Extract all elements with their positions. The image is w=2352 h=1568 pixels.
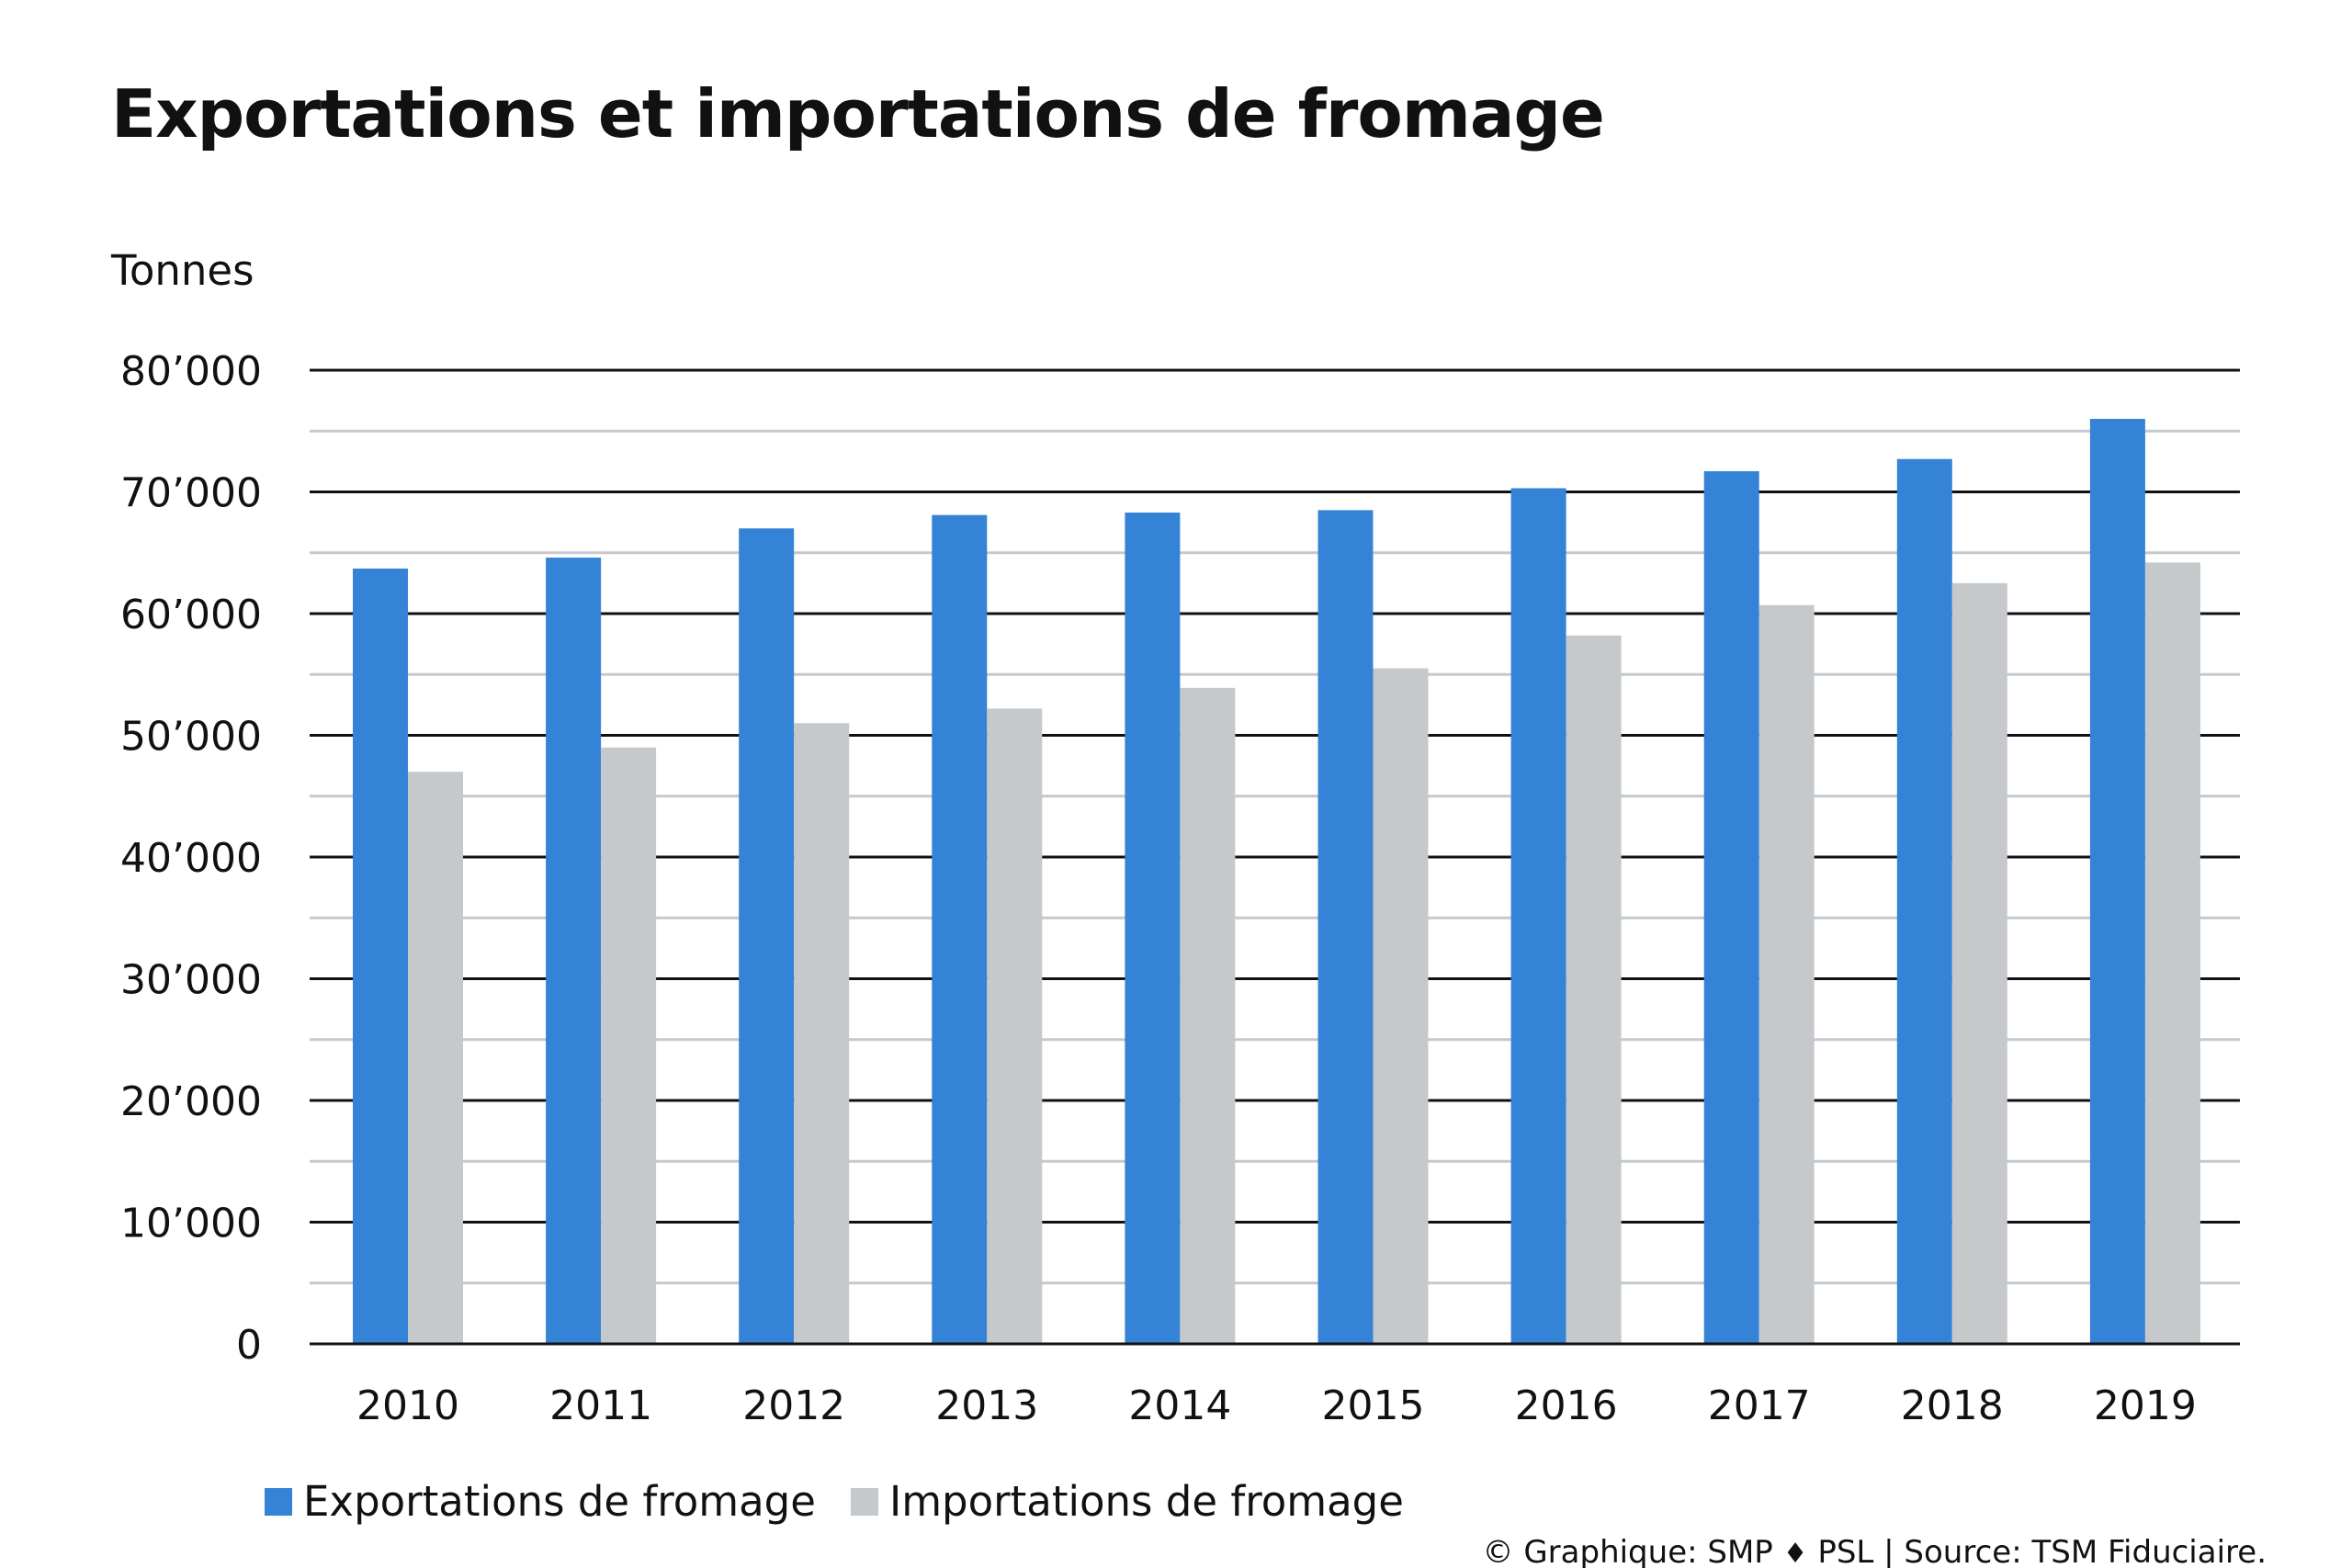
legend-label-imports: Importations de fromage bbox=[888, 1477, 1404, 1526]
y-tick-label: 0 bbox=[236, 1322, 262, 1369]
bars bbox=[310, 419, 2240, 1346]
x-tick-label: 2016 bbox=[1515, 1382, 1618, 1429]
bar-exports bbox=[1703, 470, 1759, 1344]
credit-prefix: © Graphique: SMP bbox=[1482, 1534, 1773, 1568]
bar-exports bbox=[739, 528, 795, 1344]
bar-imports bbox=[601, 747, 657, 1344]
x-tick-label: 2018 bbox=[1901, 1382, 2004, 1429]
bar-imports bbox=[794, 723, 850, 1344]
x-tick-label: 2013 bbox=[935, 1382, 1038, 1429]
y-tick-label: 30’000 bbox=[120, 957, 262, 1004]
y-tick-label: 20’000 bbox=[120, 1078, 262, 1125]
y-tick-label: 70’000 bbox=[120, 470, 262, 517]
credit-suffix: PSL | Source: TSM Fiduciaire. bbox=[1817, 1534, 2267, 1568]
y-tick-label: 50’000 bbox=[120, 714, 262, 761]
bar-imports bbox=[1566, 635, 1622, 1344]
legend-item-imports: Importations de fromage bbox=[850, 1477, 1404, 1526]
credit-line: © Graphique: SMP ♦ PSL | Source: TSM Fid… bbox=[1483, 1534, 2267, 1568]
legend: Exportations de fromage Importations de … bbox=[265, 1477, 1439, 1526]
bar-exports bbox=[1317, 510, 1374, 1344]
x-tick-label: 2014 bbox=[1128, 1382, 1231, 1429]
bar-imports bbox=[2144, 562, 2200, 1344]
bar-imports bbox=[1180, 687, 1236, 1344]
y-tick-label: 80’000 bbox=[120, 348, 262, 395]
x-tick-label: 2019 bbox=[2094, 1382, 2197, 1429]
y-axis-label: Tonnes bbox=[111, 246, 254, 295]
bar-imports bbox=[987, 708, 1043, 1344]
x-tick-label: 2011 bbox=[549, 1382, 652, 1429]
bar-imports bbox=[408, 772, 463, 1344]
diamond-icon: ♦ bbox=[1782, 1538, 1808, 1568]
chart-title: Exportations et importations de fromage bbox=[111, 75, 1605, 152]
y-tick-label: 60’000 bbox=[120, 592, 262, 638]
x-tick-label: 2017 bbox=[1708, 1382, 1811, 1429]
legend-swatch-exports bbox=[265, 1487, 292, 1516]
x-tick-label: 2012 bbox=[742, 1382, 845, 1429]
legend-label-exports: Exportations de fromage bbox=[303, 1477, 816, 1526]
y-tick-label: 40’000 bbox=[120, 835, 262, 882]
bar-imports bbox=[1758, 604, 1815, 1344]
bar-exports bbox=[1125, 513, 1181, 1344]
tick-labels: 0 10’000 20’000 30’000 40’000 50’000 60’000 70’… bbox=[120, 348, 2197, 1429]
legend-swatch-imports bbox=[850, 1487, 878, 1516]
bar-imports bbox=[1951, 582, 2007, 1344]
bar-exports bbox=[932, 514, 988, 1344]
x-tick-label: 2010 bbox=[356, 1382, 459, 1429]
bar-exports bbox=[1896, 458, 1952, 1345]
y-tick-label: 10’000 bbox=[120, 1201, 262, 1247]
bar-imports bbox=[1373, 668, 1429, 1344]
bar-exports bbox=[2089, 419, 2145, 1344]
bar-exports bbox=[546, 558, 602, 1344]
legend-item-exports: Exportations de fromage bbox=[265, 1477, 816, 1526]
bar-exports bbox=[1510, 488, 1566, 1344]
bar-exports bbox=[353, 568, 408, 1344]
x-tick-label: 2015 bbox=[1322, 1382, 1425, 1429]
